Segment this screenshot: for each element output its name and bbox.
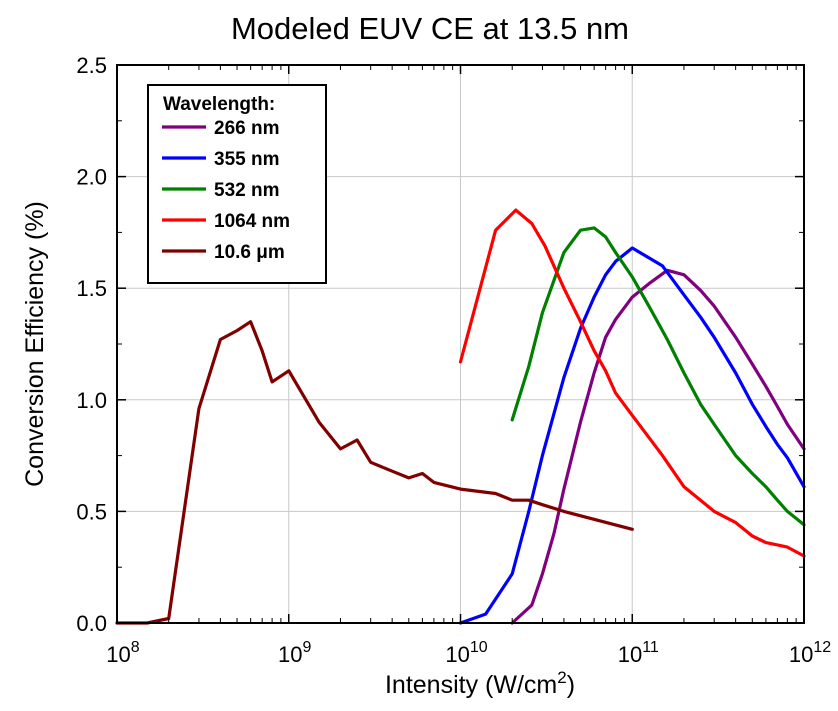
x-tick-base: 10 — [789, 642, 813, 667]
y-axis-title: Conversion Efficiency (%) — [21, 201, 49, 487]
x-axis-title-main: Intensity (W/cm — [385, 671, 557, 699]
x-tick-base: 10 — [106, 642, 130, 667]
legend-label: 10.6 μm — [214, 242, 285, 263]
legend-title: Wavelength: — [163, 94, 275, 115]
x-tick-label: 108 — [106, 639, 139, 667]
legend-label: 532 nm — [214, 180, 279, 201]
y-tick-label: 1.5 — [76, 276, 107, 301]
x-tick-label: 1010 — [445, 639, 487, 667]
x-tick-label: 109 — [278, 639, 311, 667]
y-tick-label: 2.5 — [76, 53, 107, 78]
legend-label: 1064 nm — [214, 211, 290, 232]
x-tick-base: 10 — [278, 642, 302, 667]
chart-title: Modeled EUV CE at 13.5 nm — [231, 11, 629, 46]
x-tick-label: 1012 — [789, 639, 831, 667]
y-tick-label: 2.0 — [76, 165, 107, 190]
x-tick-exponent: 8 — [131, 639, 140, 656]
y-tick-label: 0.0 — [76, 611, 107, 636]
legend-label: 266 nm — [214, 118, 279, 139]
x-tick-exponent: 12 — [813, 639, 831, 656]
x-tick-exponent: 10 — [470, 639, 488, 656]
y-tick-label: 1.0 — [76, 388, 107, 413]
series-line-4 — [117, 322, 632, 623]
x-tick-base: 10 — [618, 642, 642, 667]
x-tick-base: 10 — [445, 642, 469, 667]
legend: Wavelength: 266 nm 355 nm 532 nm 1064 nm 10.… — [148, 85, 326, 283]
x-tick-label: 1011 — [618, 639, 659, 667]
legend-label: 355 nm — [214, 149, 279, 170]
y-tick-label: 0.5 — [76, 499, 107, 524]
x-axis-title-sup: 2 — [557, 668, 566, 687]
x-axis-title: Intensity (W/cm2) — [385, 668, 575, 699]
x-tick-exponent: 9 — [303, 639, 312, 656]
x-tick-exponent: 11 — [642, 639, 659, 656]
x-axis-title-end: ) — [567, 671, 575, 699]
